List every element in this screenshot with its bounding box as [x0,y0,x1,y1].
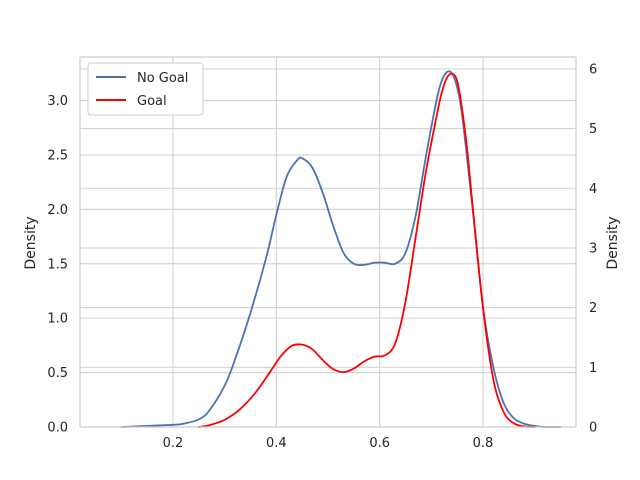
y-tick-label-right: 2 [589,301,597,316]
x-tick-label: 0.4 [266,436,287,451]
y-tick-label-right: 4 [589,182,597,197]
y-tick-label-left: 1.0 [47,312,68,327]
series-line-goal [197,72,536,428]
legend-label-goal: Goal [137,94,167,109]
y-tick-label-left: 2.0 [47,203,68,218]
y-tick-label-right: 3 [589,241,597,256]
tick-labels: 0.2 0.4 0.6 0.8 0.0 0.5 1.0 1.5 2.0 2.5 3.0 0 1 2 3 4 5 6 [47,62,597,451]
y-tick-label-left: 2.5 [47,148,68,163]
x-tick-label: 0.2 [163,436,184,451]
y-tick-label-right: 6 [589,62,597,77]
y-tick-label-left: 3.0 [47,94,68,109]
y-axis-label-right: Density [605,216,621,269]
y-tick-label-left: 0.5 [47,366,68,381]
legend-label-no-goal: No Goal [137,71,188,86]
y-tick-label-left: 0.0 [47,421,68,436]
legend: No Goal Goal [87,62,204,116]
y-tick-label-left: 1.5 [47,257,68,272]
x-tick-label: 0.8 [473,436,494,451]
x-tick-label: 0.6 [369,436,390,451]
axes [79,56,577,428]
y-tick-label-right: 5 [589,122,597,137]
series-layer [120,70,562,428]
y-axis-label-left: Density [23,216,39,269]
y-tick-label-right: 1 [589,361,597,376]
y-tick-label-right: 0 [589,421,597,436]
